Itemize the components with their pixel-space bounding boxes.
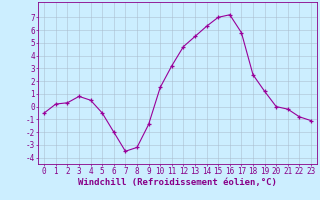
X-axis label: Windchill (Refroidissement éolien,°C): Windchill (Refroidissement éolien,°C) xyxy=(78,178,277,187)
